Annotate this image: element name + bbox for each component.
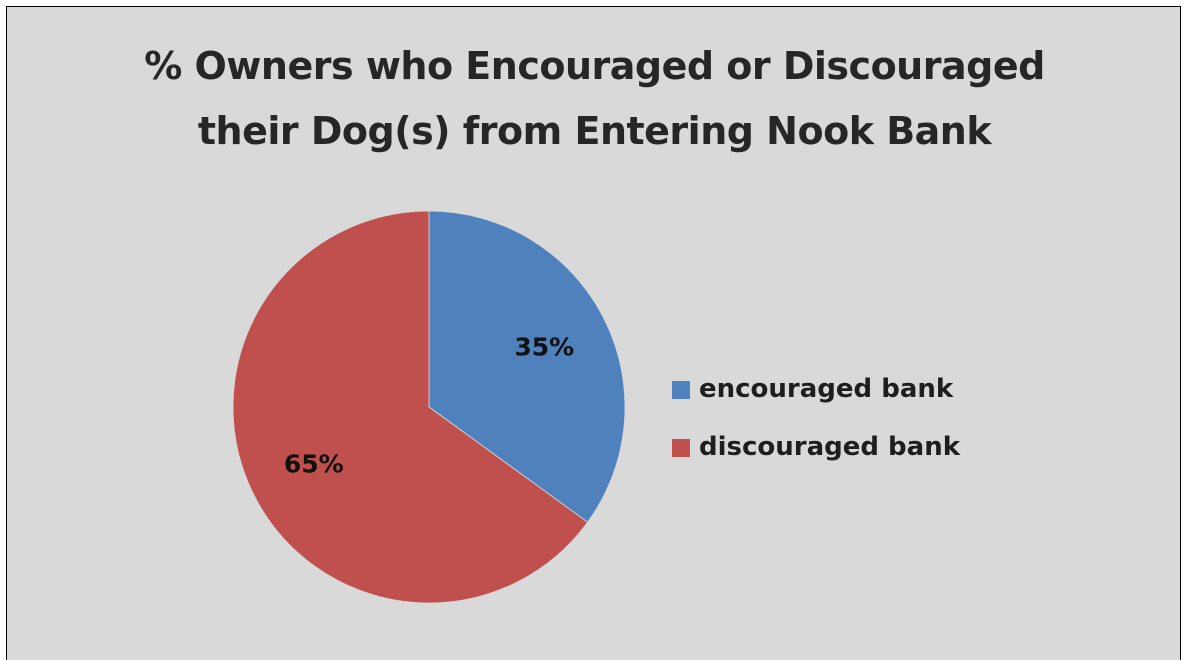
legend-item-discouraged: discouraged bank <box>672 429 960 465</box>
legend-label-discouraged: discouraged bank <box>699 432 961 462</box>
pie-slice-discouraged <box>232 210 589 604</box>
data-label-encouraged: 35% <box>514 332 574 361</box>
legend: encouraged bank discouraged bank <box>672 371 960 487</box>
legend-swatch-discouraged <box>672 439 690 457</box>
pie-slice-encouraged <box>428 210 626 523</box>
legend-label-encouraged: encouraged bank <box>699 374 954 404</box>
chart-title-line-2: their Dog(s) from Entering Nook Bank <box>197 109 992 153</box>
chart-area: % Owners who Encouraged or Discouraged t… <box>6 6 1181 660</box>
pie-chart: 35% 65% <box>232 210 626 604</box>
chart-title-line-1: % Owners who Encouraged or Discouraged <box>144 44 1045 88</box>
data-label-discouraged: 65% <box>284 450 344 479</box>
legend-item-encouraged: encouraged bank <box>672 371 960 407</box>
legend-swatch-encouraged <box>672 381 690 399</box>
